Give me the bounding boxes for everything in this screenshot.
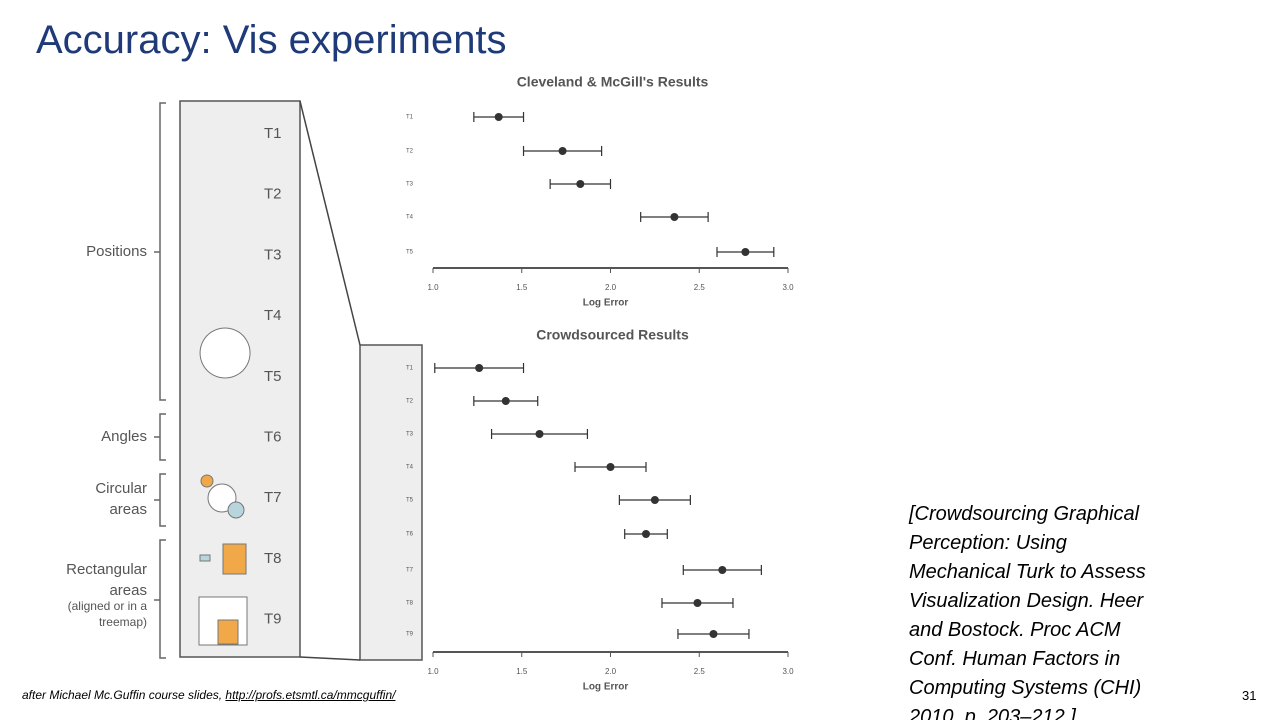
x-tick-label: 2.0 [605, 283, 617, 292]
task-label: T9 [264, 611, 282, 628]
page-number: 31 [1242, 688, 1257, 703]
group-label: treemap) [99, 615, 147, 629]
footer-link[interactable]: http://profs.etsmtl.ca/mmcguffin/ [225, 688, 396, 702]
row-label: T2 [406, 399, 414, 405]
brackets [154, 102, 166, 659]
row-label: T2 [406, 149, 414, 155]
row-label: T9 [406, 632, 414, 638]
mean-dot [558, 147, 567, 155]
mean-dot [718, 566, 727, 574]
mean-dot [670, 213, 679, 221]
task-label: T6 [264, 428, 282, 445]
group-label: Angles [101, 428, 147, 445]
group-label: Rectangular [66, 561, 147, 578]
row-label: T1 [406, 115, 414, 121]
citation: [Crowdsourcing Graphical Perception: Usin… [909, 500, 1146, 720]
task-label: T3 [264, 246, 282, 263]
task-label: T1 [264, 125, 282, 142]
row-label: T7 [406, 568, 414, 574]
row-label: T3 [406, 432, 414, 438]
group-label: areas [109, 582, 147, 599]
task-label: T2 [264, 186, 282, 203]
mean-dot [576, 180, 585, 188]
citation-line: Conf. Human Factors in [909, 648, 1121, 670]
citation-line: [Crowdsourcing Graphical [909, 503, 1140, 525]
task-label: T4 [264, 307, 282, 324]
citation-line: Computing Systems (CHI) [909, 677, 1142, 699]
x-tick-label: 3.0 [782, 667, 794, 676]
x-axis-label: Log Error [583, 298, 629, 309]
task-label: T7 [264, 489, 282, 506]
x-tick-label: 2.0 [605, 667, 617, 676]
x-tick-label: 2.5 [694, 667, 706, 676]
row-label: T8 [406, 601, 414, 607]
icons [198, 327, 251, 646]
group-label: Circular [95, 480, 147, 497]
group-label: areas [109, 501, 147, 518]
mean-dot [535, 430, 544, 438]
tasks-box-small [359, 344, 423, 661]
mean-dot [494, 113, 503, 121]
task-label: T8 [264, 550, 282, 567]
x-tick-label: 1.0 [427, 283, 439, 292]
row-label: T6 [406, 532, 414, 538]
citation-line: Mechanical Turk to Assess [909, 561, 1146, 583]
zoom-line [299, 100, 361, 346]
mean-dot [693, 599, 702, 607]
x-tick-label: 1.5 [516, 667, 528, 676]
row-label: T1 [406, 366, 414, 372]
mean-dot [650, 496, 659, 504]
citation-line: Visualization Design. Heer [909, 590, 1144, 612]
row-label: T4 [406, 215, 414, 221]
mean-dot [642, 530, 650, 538]
mean-dot [606, 463, 615, 471]
task-label: T5 [264, 368, 282, 385]
x-tick-label: 2.5 [694, 283, 706, 292]
row-label: T5 [406, 250, 414, 256]
row-label: T3 [406, 182, 414, 188]
chart-title: Cleveland & McGill's Results [517, 74, 709, 90]
x-tick-label: 1.0 [427, 667, 439, 676]
group-label: Positions [86, 243, 147, 260]
row-label: T5 [406, 498, 414, 504]
group-label: (aligned or in a [68, 599, 148, 613]
mean-dot [709, 630, 718, 638]
citation-line: and Bostock. Proc ACM [909, 619, 1121, 641]
chart-title: Crowdsourced Results [536, 327, 689, 343]
zoom-line [299, 656, 361, 661]
mean-dot [475, 364, 484, 372]
x-tick-label: 3.0 [782, 283, 794, 292]
x-axis-label: Log Error [583, 682, 629, 693]
mean-dot [501, 397, 510, 405]
citation-line: 2010, p. 203–212.] [909, 706, 1076, 720]
slide-title: Accuracy: Vis experiments [36, 18, 507, 62]
footer-text: after Michael Mc.Guffin course slides, [22, 688, 226, 702]
row-label: T4 [406, 465, 414, 471]
footer: after Michael Mc.Guffin course slides, h… [22, 688, 395, 702]
mean-dot [741, 248, 750, 256]
citation-line: Perception: Using [909, 532, 1067, 554]
x-tick-label: 1.5 [516, 283, 528, 292]
